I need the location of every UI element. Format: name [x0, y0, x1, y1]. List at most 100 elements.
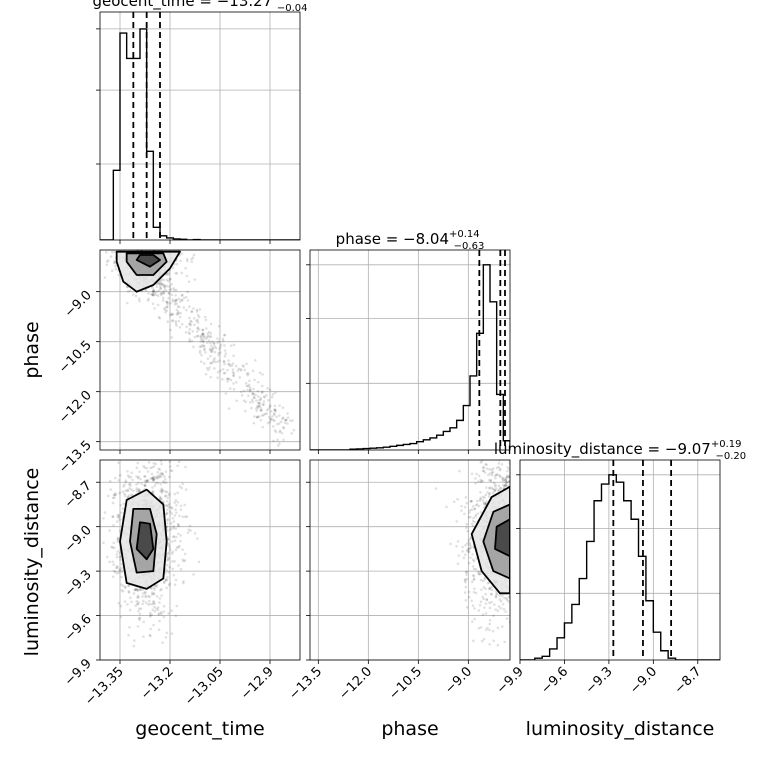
sample-point — [535, 600, 538, 603]
sample-point — [217, 324, 221, 328]
sample-point — [163, 284, 167, 287]
sample-point — [157, 628, 161, 632]
sample-point — [511, 583, 514, 586]
sample-point — [168, 465, 172, 468]
sample-point — [511, 603, 514, 606]
sample-point — [279, 420, 283, 423]
sample-point — [169, 313, 172, 317]
sample-point — [186, 531, 190, 534]
sample-point — [510, 547, 513, 550]
sample-point — [117, 461, 120, 465]
sample-point — [111, 496, 115, 500]
sample-point — [479, 626, 483, 629]
scatter-2-1-frame — [309, 459, 511, 661]
sample-point — [116, 536, 120, 540]
sample-point — [161, 245, 164, 248]
y-tick-label: −9.6 — [62, 612, 95, 645]
sample-point — [514, 489, 517, 492]
sample-point — [205, 341, 209, 345]
sample-point — [154, 293, 158, 297]
sample-point — [495, 592, 499, 595]
sample-point — [158, 612, 161, 615]
sample-point — [490, 471, 494, 475]
sample-point — [155, 232, 158, 235]
sample-point — [181, 558, 185, 561]
sample-point — [142, 245, 145, 248]
sample-point — [135, 466, 139, 470]
sample-point — [528, 566, 531, 569]
sample-point — [273, 413, 276, 416]
sample-point — [517, 459, 520, 462]
sample-point — [524, 526, 527, 529]
sample-point — [267, 407, 270, 410]
sample-point — [488, 622, 492, 626]
sample-point — [113, 570, 117, 574]
sample-point — [149, 247, 152, 250]
sample-point — [155, 442, 158, 445]
sample-point — [168, 288, 172, 292]
sample-point — [202, 348, 206, 352]
sample-point — [529, 500, 532, 503]
sample-point — [292, 428, 296, 432]
sample-point — [143, 475, 147, 478]
sample-point — [472, 559, 476, 563]
sample-point — [188, 322, 192, 326]
sample-point — [136, 589, 140, 592]
sample-point — [232, 354, 235, 358]
sample-point — [470, 508, 474, 511]
sample-point — [115, 555, 119, 559]
sample-point — [223, 354, 227, 358]
sample-point — [524, 515, 527, 518]
sample-point — [185, 515, 189, 518]
sample-point — [492, 488, 496, 492]
sample-point — [182, 580, 185, 583]
sample-point — [188, 245, 191, 248]
sample-point — [125, 235, 128, 238]
sample-point — [130, 408, 133, 411]
sample-point — [490, 592, 493, 596]
sample-point — [209, 354, 212, 358]
sample-point — [273, 408, 276, 411]
sample-point — [520, 537, 523, 540]
sample-point — [119, 604, 123, 608]
sample-point — [488, 468, 491, 471]
sample-point — [512, 536, 515, 539]
sample-point — [137, 607, 141, 610]
sample-point — [171, 540, 174, 543]
sample-point — [484, 493, 488, 497]
x-tick-label: −9.9 — [494, 664, 527, 697]
sample-point — [126, 241, 129, 244]
sample-point — [475, 499, 479, 503]
sample-point — [136, 245, 139, 248]
sample-point — [223, 333, 226, 337]
sample-point — [515, 463, 518, 466]
sample-point — [157, 233, 160, 236]
sample-point — [263, 412, 267, 416]
sample-point — [139, 477, 142, 481]
sample-point — [514, 597, 517, 600]
sample-point — [485, 500, 488, 503]
sample-point — [262, 413, 265, 417]
sample-point — [528, 613, 531, 616]
sample-point — [245, 362, 248, 366]
sample-point — [476, 570, 480, 574]
sample-point — [449, 542, 452, 546]
sample-point — [162, 291, 166, 295]
sample-point — [207, 368, 210, 372]
sample-point — [514, 507, 517, 510]
sample-point — [467, 590, 471, 594]
sample-point — [502, 478, 505, 482]
sample-point — [501, 602, 505, 606]
sample-point — [109, 255, 113, 259]
sample-point — [515, 582, 518, 585]
sample-point — [207, 339, 211, 342]
sample-point — [155, 246, 158, 249]
sample-point — [160, 498, 164, 501]
sample-point — [532, 522, 535, 525]
title-sub: −0.20 — [716, 451, 747, 462]
sample-point — [193, 335, 197, 339]
sample-point — [214, 346, 218, 350]
sample-point — [166, 284, 169, 288]
sample-point — [112, 523, 115, 527]
sample-point — [147, 599, 151, 603]
